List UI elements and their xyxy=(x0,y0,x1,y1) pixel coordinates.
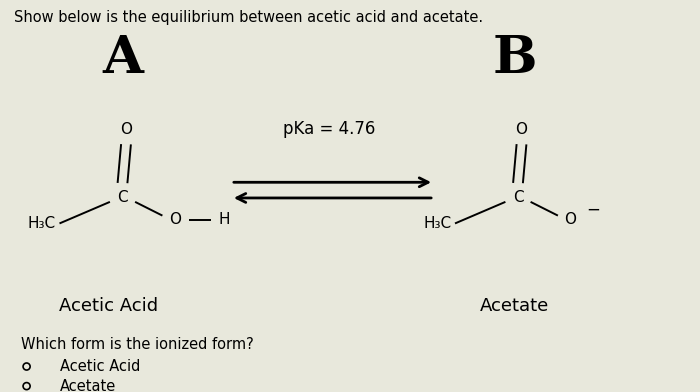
Text: H₃C: H₃C xyxy=(424,216,452,231)
Text: pKa = 4.76: pKa = 4.76 xyxy=(283,120,375,138)
Text: Acetate: Acetate xyxy=(480,297,549,315)
Text: Acetic Acid: Acetic Acid xyxy=(60,359,140,374)
Text: B: B xyxy=(492,33,537,84)
Text: O: O xyxy=(120,122,132,137)
Text: −: − xyxy=(586,201,600,219)
Text: C: C xyxy=(512,191,524,205)
Text: O: O xyxy=(515,122,528,137)
Text: O: O xyxy=(169,212,181,227)
Text: Which form is the ionized form?: Which form is the ionized form? xyxy=(21,338,253,352)
Text: C: C xyxy=(117,191,128,205)
Text: A: A xyxy=(102,33,143,84)
Text: H₃C: H₃C xyxy=(28,216,56,231)
Text: O: O xyxy=(564,212,577,227)
Text: H: H xyxy=(218,212,230,227)
Text: Show below is the equilibrium between acetic acid and acetate.: Show below is the equilibrium between ac… xyxy=(14,10,483,25)
Text: Acetic Acid: Acetic Acid xyxy=(59,297,158,315)
Text: Acetate: Acetate xyxy=(60,379,116,392)
